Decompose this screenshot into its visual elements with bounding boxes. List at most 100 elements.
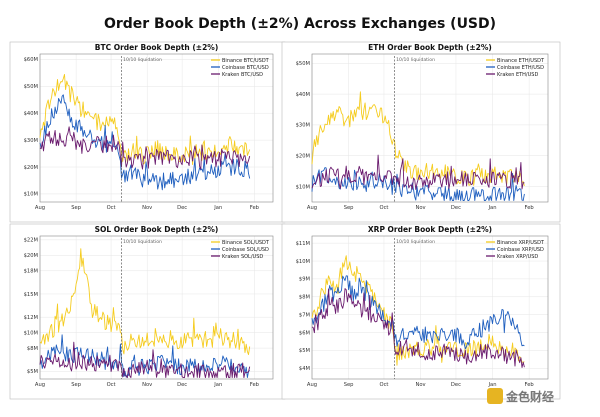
legend-entry-binance: Binance ETH/USDT [497,58,545,64]
chart-panel-0: BTC Order Book Depth (±2%) $10M $20M $30M $4… [9,41,286,223]
legend-entry-coinbase: Coinbase BTC/USD [222,65,269,71]
x-tick-label: Oct [379,205,388,211]
x-tick-label: Oct [107,205,116,211]
legend-entry-binance: Binance XRP/USDT [497,240,545,246]
x-tick-label: Aug [307,205,317,211]
y-tick-label: $8M [27,346,38,352]
series-line-kraken [39,126,251,170]
y-tick-label: $6M [299,330,310,336]
y-tick-label: $30M [24,138,38,144]
plot-area-border [39,235,274,380]
x-tick-label: Nov [415,382,425,388]
panel-frame [9,223,286,400]
panel-title: BTC Order Book Depth (±2%) [95,43,219,52]
panel-title: SOL Order Book Depth (±2%) [95,225,219,234]
x-tick-label: Aug [35,382,45,388]
y-tick-label: $60M [24,57,38,63]
series-line-binance [39,248,251,356]
legend-entry-kraken: Kraken SOL/USD [222,254,263,260]
x-tick-label: Nov [142,382,152,388]
legend-entry-coinbase: Coinbase SOL/USD [222,247,269,253]
x-tick-label: Dec [451,382,461,388]
y-tick-label: $4M [299,366,310,372]
y-tick-label: $10M [296,184,310,190]
panel-frame [281,223,561,400]
liquidation-annotation: 10/10 liquidation [396,239,435,245]
series-line-binance [311,255,525,366]
panel-title: ETH Order Book Depth (±2%) [368,43,492,52]
x-tick-label: Dec [177,382,187,388]
x-tick-label: Oct [107,382,116,388]
y-tick-label: $20M [24,253,38,259]
x-tick-label: Oct [379,382,388,388]
y-tick-label: $15M [24,292,38,298]
legend-entry-coinbase: Coinbase ETH/USD [497,65,544,71]
x-tick-label: Jan [213,205,222,211]
series-line-kraken [311,154,525,190]
y-tick-label: $30M [296,123,310,129]
legend-entry-kraken: Kraken BTC/USD [222,72,263,78]
x-tick-label: Dec [451,205,461,211]
series-line-binance [311,91,525,187]
legend-entry-kraken: Kraken ETH/USD [497,72,538,78]
y-tick-label: $7M [299,312,310,318]
chart-panel-3: XRP Order Book Depth (±2%) $4M $5M $6M $7M $8… [281,223,561,400]
legend-entry-binance: Binance SOL/USDT [222,240,270,246]
x-tick-label: Sep [71,205,81,211]
series-line-coinbase [311,275,525,350]
x-tick-label: Nov [415,205,425,211]
series-line-coinbase [39,94,251,191]
y-tick-label: $18M [24,269,38,275]
legend-entry-binance: Binance BTC/USDT [222,58,270,64]
series-line-kraken [311,288,525,368]
x-tick-label: Jan [213,382,222,388]
y-tick-label: $12M [24,315,38,321]
watermark-logo-icon [487,388,503,404]
series-line-coinbase [311,167,525,201]
y-tick-label: $50M [24,84,38,90]
plot-area-border [311,53,549,203]
legend-entry-kraken: Kraken XRP/USD [497,254,538,260]
panel-frame [9,41,286,223]
y-tick-label: $20M [24,165,38,171]
x-tick-label: Feb [525,382,535,388]
y-tick-label: $10M [296,259,310,265]
liquidation-annotation: 10/10 liquidation [396,57,435,63]
chart-panel-1: ETH Order Book Depth (±2%) $10M $20M $30M $4… [281,41,561,223]
y-tick-label: $10M [24,330,38,336]
y-tick-label: $40M [24,111,38,117]
y-tick-label: $5M [299,348,310,354]
legend-entry-coinbase: Coinbase XRP/USD [497,247,544,253]
series-line-kraken [39,341,251,379]
watermark: 金色财经 [487,388,554,404]
liquidation-annotation: 10/10 liquidation [123,239,162,245]
y-tick-label: $20M [296,154,310,160]
x-tick-label: Jan [488,205,497,211]
y-tick-label: $22M [24,238,38,244]
x-tick-label: Jan [488,382,497,388]
y-tick-label: $9M [299,277,310,283]
x-tick-label: Nov [142,205,152,211]
y-tick-label: $8M [299,295,310,301]
chart-panel-2: SOL Order Book Depth (±2%) $5M $8M $10M $12M… [9,223,286,400]
y-tick-label: $10M [24,192,38,198]
x-tick-label: Feb [250,382,260,388]
liquidation-annotation: 10/10 liquidation [123,57,162,63]
plot-area-border [311,235,549,380]
x-tick-label: Sep [344,205,354,211]
y-tick-label: $11M [296,241,310,247]
series-line-binance [39,73,251,166]
y-tick-label: $40M [296,92,310,98]
panel-title: XRP Order Book Depth (±2%) [368,225,492,234]
y-tick-label: $50M [296,61,310,67]
watermark-text: 金色财经 [505,389,554,404]
x-tick-label: Feb [250,205,260,211]
plot-area-border [39,53,274,203]
panels: BTC Order Book Depth (±2%) $10M $20M $30M $4… [9,41,561,400]
y-tick-label: $5M [27,369,38,375]
